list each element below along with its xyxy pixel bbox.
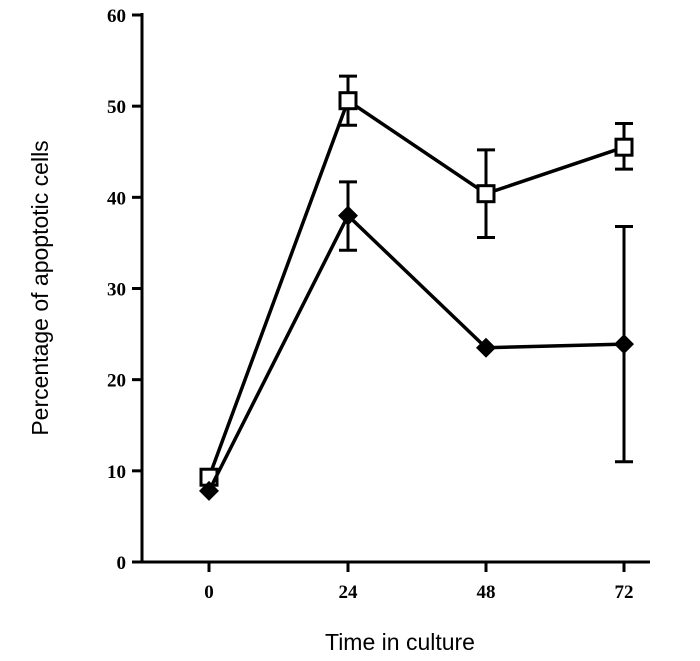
- data-point-square: [614, 137, 634, 157]
- x-axis-title: Time in culture: [325, 629, 475, 655]
- series-line: [207, 212, 625, 492]
- y-tick-label: 40: [107, 188, 126, 209]
- data-point-square: [338, 91, 358, 111]
- data-point-diamond: [338, 205, 358, 226]
- y-tick-label: 10: [107, 462, 126, 483]
- x-tick-label: 0: [204, 582, 214, 603]
- data-point-diamond: [614, 334, 634, 355]
- y-tick-label: 0: [117, 553, 127, 574]
- y-tick-label: 30: [107, 280, 126, 301]
- series-marks: [199, 74, 634, 501]
- y-tick-label: 20: [107, 371, 126, 392]
- x-tick-label: 72: [615, 582, 634, 603]
- series-line: [207, 98, 625, 478]
- data-point-square: [476, 184, 496, 204]
- y-tick-label: 60: [107, 6, 126, 27]
- axes: [132, 13, 650, 572]
- data-point-diamond: [476, 337, 496, 358]
- series-2: [199, 180, 634, 501]
- tick-labels: 0 10 20 30 40 50 60 0 24 48 72: [107, 6, 634, 603]
- y-axis-title: Percentage of apoptotic cells: [27, 140, 53, 435]
- x-tick-label: 24: [339, 582, 359, 603]
- data-point-diamond: [199, 480, 219, 501]
- x-tick-label: 48: [477, 582, 496, 603]
- series-1: [199, 74, 634, 487]
- y-tick-label: 50: [107, 97, 126, 118]
